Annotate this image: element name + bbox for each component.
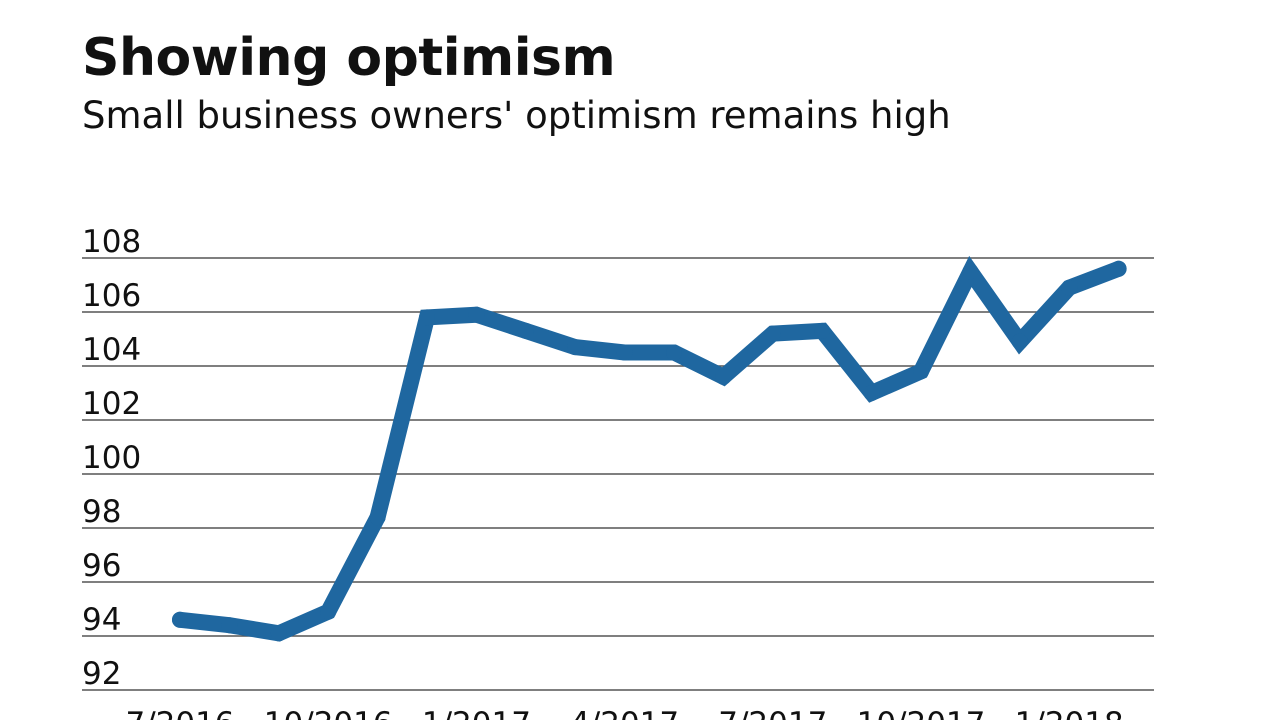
data-point xyxy=(172,611,188,628)
y-tick-label: 106 xyxy=(82,278,141,314)
x-tick-label: 7/2017 xyxy=(718,706,827,720)
x-tick-label: 10/2016 xyxy=(264,706,393,720)
y-tick-label: 104 xyxy=(82,332,141,368)
y-tick-label: 98 xyxy=(82,494,121,530)
data-point xyxy=(1061,279,1078,296)
series-layer xyxy=(172,255,1127,642)
y-tick-label: 96 xyxy=(82,548,121,584)
y-tick-label: 100 xyxy=(82,440,141,476)
x-tick-label: 7/2016 xyxy=(125,706,234,720)
x-tick-label: 4/2017 xyxy=(570,706,679,720)
y-tick-label: 102 xyxy=(82,386,141,422)
data-point xyxy=(616,344,633,361)
series-line-0 xyxy=(172,255,1127,642)
chart-title: Showing optimism xyxy=(82,28,616,88)
data-point xyxy=(764,325,781,342)
data-point xyxy=(517,322,534,339)
y-tick-label: 108 xyxy=(82,224,141,260)
data-point xyxy=(419,309,435,326)
data-point xyxy=(1110,260,1127,277)
data-point xyxy=(715,368,732,385)
data-point xyxy=(666,344,682,361)
data-point xyxy=(863,385,880,401)
y-tick-label: 94 xyxy=(82,602,121,638)
data-point xyxy=(270,625,287,642)
data-point xyxy=(1011,333,1028,350)
data-point xyxy=(962,263,979,280)
data-point xyxy=(913,363,929,380)
chart-subtitle: Small business owners' optimism remains … xyxy=(82,94,951,137)
data-point xyxy=(221,617,238,634)
data-point xyxy=(814,322,831,339)
data-point xyxy=(567,339,584,356)
x-tick-label: 1/2017 xyxy=(422,706,531,720)
data-point xyxy=(369,509,386,526)
y-axis-tick-labels: 108 106 104 102 100 98 96 94 92 xyxy=(82,224,141,692)
data-point xyxy=(468,306,485,323)
data-point xyxy=(320,603,337,620)
y-tick-label: 92 xyxy=(82,656,121,692)
x-tick-label: 1/2018 xyxy=(1015,706,1124,720)
x-tick-label: 10/2017 xyxy=(857,706,986,720)
x-axis-tick-labels: 7/2016 10/2016 1/2017 4/2017 7/2017 10/2017 1/… xyxy=(125,706,1123,720)
